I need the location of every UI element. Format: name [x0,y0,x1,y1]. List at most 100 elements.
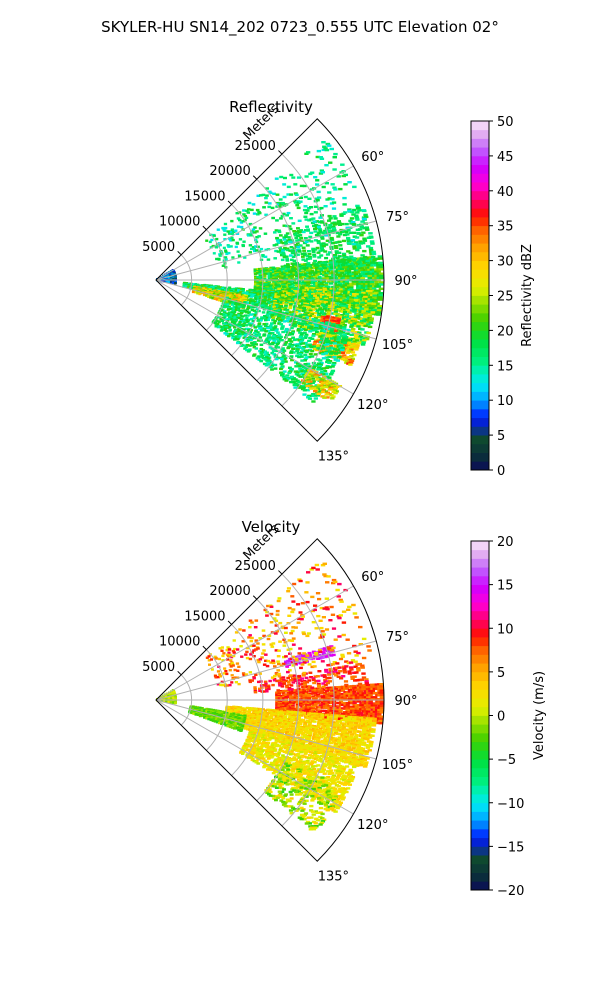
radar-cell [354,289,359,292]
radar-cell [213,297,217,300]
radar-cell [316,251,321,254]
radar-cell [376,313,381,316]
radar-cell [376,264,381,267]
radar-cell [351,316,356,319]
radar-cell [294,281,299,284]
radar-cell [340,310,345,313]
radar-cell [290,326,294,330]
radar-cell [317,280,322,283]
radar-cell [360,281,366,284]
radar-cell [358,282,363,286]
radar-cell [261,295,265,298]
radar-cell [333,245,338,248]
radar-cell [284,255,289,258]
radar-cell [259,247,264,251]
radar-cell [300,263,305,266]
radar-cell [295,383,300,387]
radar-cell [306,281,311,285]
radar-cell [276,346,281,349]
radar-cell [279,367,283,371]
radar-cell [333,311,338,314]
radar-cell [338,293,343,297]
radar-cell [252,247,256,251]
radar-cell [267,298,272,301]
radar-cell [229,298,233,301]
radar-cell [313,385,318,388]
radar-cell [351,342,356,346]
radar-cell [378,298,383,301]
radar-cell [367,276,372,280]
radar-cell [310,281,315,285]
radar-cell [356,269,361,272]
radar-cell [295,263,299,266]
radar-cell [296,370,301,373]
colorbar-segment [471,295,489,305]
radar-cell [359,688,364,691]
radar-cell [304,379,309,382]
radar-cell [299,229,303,232]
radar-cell [353,269,358,272]
radar-cell [308,274,313,277]
radar-cell [347,321,353,324]
radar-cell [334,687,339,691]
radar-cell [306,288,311,291]
radar-cell [331,332,336,335]
radar-cell [371,250,376,254]
radar-cell [320,262,325,265]
radar-cell [314,344,319,348]
radar-cell [311,687,316,691]
radar-cell [366,304,372,307]
colorbar-segment [471,417,489,427]
radar-cell [305,254,310,258]
radar-cell [333,282,338,285]
radar-cell [364,337,370,341]
radar-cell [226,308,230,311]
radar-cell [325,142,331,146]
radar-cell [285,275,290,278]
radar-cell [349,323,354,327]
radar-cell [346,301,351,305]
range-tick [252,175,258,180]
radar-cell [303,295,308,298]
radar-cell [367,268,372,272]
radar-cell [261,349,265,352]
radar-cell [364,226,369,229]
radar-cell [355,211,360,214]
radar-cell [284,327,289,331]
radar-cell [320,328,325,332]
radar-cell [282,320,287,323]
radar-cell [279,251,284,254]
radar-cell [310,355,315,358]
radar-cell [290,343,295,347]
radar-cell [365,274,370,278]
radar-cell [328,296,333,299]
radar-cell [356,284,361,288]
radar-cell [348,304,353,307]
radar-cell [246,308,250,311]
radar-cell [363,322,369,326]
radar-cell [355,265,360,268]
radar-cell [318,172,324,175]
radar-cell [327,214,332,218]
radar-cell [323,231,328,234]
radar-cell [295,290,300,293]
radar-cell [306,383,312,386]
radar-cell [316,304,321,308]
radar-cell [242,306,246,309]
radar-cell [333,387,338,390]
radar-cell [277,205,282,208]
radar-cell [309,303,314,306]
radar-cell [339,344,344,347]
radar-cell [219,329,223,332]
radar-cell [308,276,313,279]
radar-cell [303,259,308,262]
radar-cell [308,309,313,312]
radar-cell [362,237,367,240]
radar-cell [306,151,311,154]
radar-cell [309,370,314,373]
radar-cell [253,298,258,301]
radar-cell [308,311,313,314]
radar-cell [339,334,344,338]
radar-cell [325,304,330,307]
radar-cell [328,161,333,164]
